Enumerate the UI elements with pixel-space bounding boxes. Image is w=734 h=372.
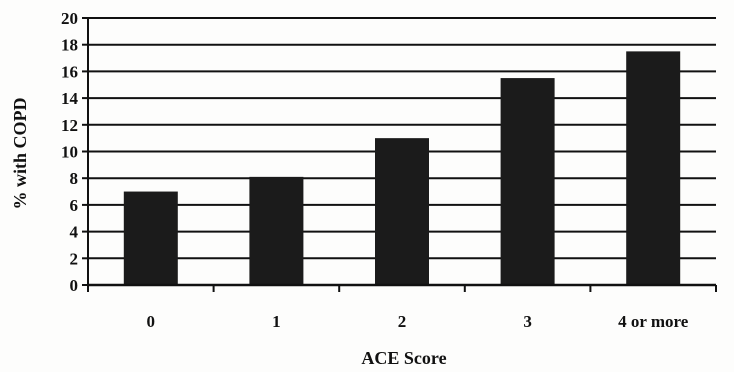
y-tick-label: 20 <box>61 9 78 28</box>
y-tick-label: 4 <box>70 223 79 242</box>
x-tick-label: 0 <box>147 312 156 331</box>
y-tick-label: 16 <box>61 62 78 81</box>
y-tick-label: 18 <box>61 36 78 55</box>
y-tick-label: 2 <box>70 249 79 268</box>
bar-4-or-more <box>626 51 681 285</box>
bar-1 <box>249 176 304 285</box>
y-tick-label: 6 <box>70 196 79 215</box>
y-axis-title: % with COPD <box>10 98 30 210</box>
y-tick-label: 12 <box>61 116 78 135</box>
bar-2 <box>375 138 429 285</box>
bar-3 <box>500 78 555 285</box>
bar-0 <box>123 191 178 285</box>
y-tick-label: 10 <box>61 143 78 162</box>
y-tick-label: 0 <box>70 276 79 295</box>
y-tick-labels: 0 2 4 6 8 10 12 14 16 18 20 <box>61 9 88 295</box>
x-tick-label: 4 or more <box>618 312 689 331</box>
bars <box>123 51 681 285</box>
y-tick-label: 14 <box>61 89 79 108</box>
x-axis-title: ACE Score <box>361 348 446 368</box>
x-tick-label: 3 <box>523 312 532 331</box>
x-tick-label: 1 <box>272 312 281 331</box>
y-tick-label: 8 <box>70 169 79 188</box>
x-tick-labels: 0 1 2 3 4 or more <box>87 285 717 331</box>
x-tick-label: 2 <box>398 312 407 331</box>
